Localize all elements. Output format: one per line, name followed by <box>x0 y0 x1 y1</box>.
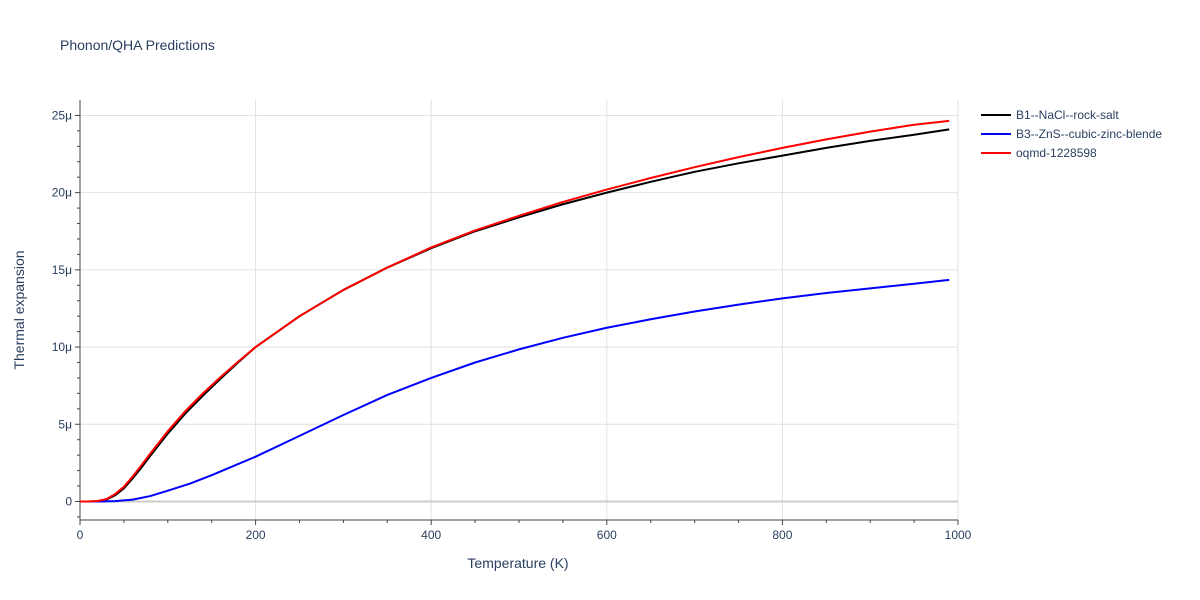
grid <box>80 100 959 520</box>
chart-title: Phonon/QHA Predictions <box>60 37 215 53</box>
y-tick-label: 10μ <box>52 340 72 354</box>
legend-item-1[interactable]: B1--NaCl--rock-salt <box>981 108 1119 122</box>
y-axis-title: Thermal expansion <box>11 250 27 369</box>
y-tick-label: 15μ <box>52 263 72 277</box>
series-line-1 <box>80 128 950 503</box>
y-tick-label: 25μ <box>52 108 72 122</box>
y-tick-label: 5μ <box>58 417 72 431</box>
legend-label: B1--NaCl--rock-salt <box>1016 108 1119 122</box>
x-tick-label: 400 <box>421 528 441 542</box>
axes: 0 200 400 600 800 1000 0 5μ 10μ 15μ 20μ 25μ <box>52 100 972 542</box>
y-tick-label: 20μ <box>52 186 72 200</box>
x-axis-title: Temperature (K) <box>467 555 568 571</box>
x-tick-label: 800 <box>772 528 792 542</box>
series-line-2 <box>80 278 950 503</box>
series-line-3 <box>80 119 950 503</box>
x-tick-label: 1000 <box>945 528 972 542</box>
plot-area <box>80 119 950 503</box>
legend[interactable]: B1--NaCl--rock-salt B3--ZnS--cubic-zinc-b… <box>981 108 1162 160</box>
x-tick-label: 0 <box>77 528 84 542</box>
legend-label: B3--ZnS--cubic-zinc-blende <box>1016 127 1162 141</box>
legend-item-2[interactable]: B3--ZnS--cubic-zinc-blende <box>981 127 1162 141</box>
y-tick-label: 0 <box>65 494 72 508</box>
x-tick-label: 200 <box>246 528 266 542</box>
legend-item-3[interactable]: oqmd-1228598 <box>981 146 1097 160</box>
legend-label: oqmd-1228598 <box>1016 146 1097 160</box>
x-tick-label: 600 <box>597 528 617 542</box>
